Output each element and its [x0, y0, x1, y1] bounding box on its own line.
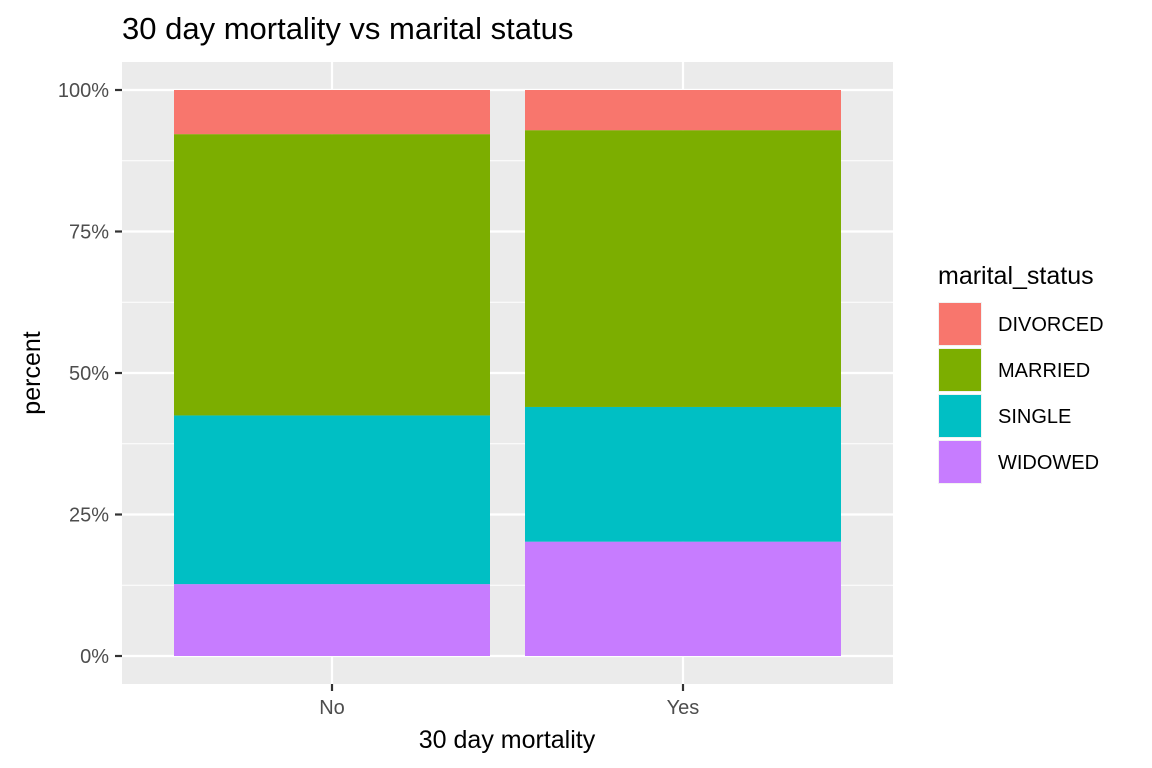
x-axis: No Yes: [319, 684, 699, 719]
y-tick-label: 25%: [69, 505, 109, 527]
y-axis-title: percent: [18, 331, 46, 414]
x-tick-label: No: [319, 697, 345, 719]
legend-label: DIVORCED: [998, 314, 1104, 336]
chart-title: 30 day mortality vs marital status: [122, 11, 573, 46]
legend-label: MARRIED: [998, 360, 1090, 382]
bar-no-widowed: [174, 584, 490, 656]
bar-yes-single: [525, 406, 841, 542]
legend-swatch-widowed: [939, 441, 981, 483]
bar-no-divorced: [174, 90, 490, 135]
legend-swatch-married: [939, 349, 981, 391]
bar-no-single: [174, 415, 490, 585]
x-tick-label: Yes: [667, 697, 700, 719]
x-axis-title: 30 day mortality: [419, 726, 596, 754]
y-tick-label: 0%: [80, 646, 109, 668]
bar-yes-widowed: [525, 541, 841, 656]
legend-swatch-single: [939, 395, 981, 437]
y-axis: 0% 25% 50% 75% 100%: [58, 80, 122, 668]
y-tick-label: 75%: [69, 222, 109, 244]
y-tick-label: 100%: [58, 80, 109, 102]
bars: [174, 90, 841, 656]
legend: marital_status DIVORCED MARRIED SINGLE WIDO…: [938, 262, 1104, 484]
legend-swatch-divorced: [939, 303, 981, 345]
legend-title: marital_status: [938, 262, 1094, 290]
y-tick-label: 50%: [69, 363, 109, 385]
bar-yes-married: [525, 130, 841, 407]
legend-label: WIDOWED: [998, 452, 1099, 474]
bar-no-married: [174, 134, 490, 416]
legend-label: SINGLE: [998, 406, 1071, 428]
bar-yes-divorced: [525, 90, 841, 131]
